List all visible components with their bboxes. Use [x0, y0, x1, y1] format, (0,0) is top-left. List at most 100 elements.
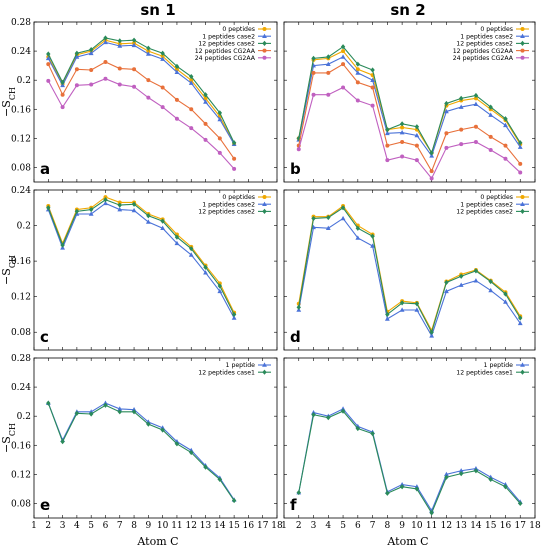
- data-point: [231, 497, 237, 504]
- legend-label: 0 peptides: [222, 26, 255, 33]
- data-point: [74, 410, 80, 416]
- data-point: [518, 315, 523, 321]
- data-point: [414, 307, 420, 312]
- data-point: [355, 98, 360, 103]
- data-point: [117, 43, 123, 48]
- legend-label: 1 peptides case2: [202, 33, 255, 40]
- y-tick-label: 0.12: [11, 293, 31, 303]
- y-tick-label: 0.12: [11, 470, 31, 480]
- data-point: [459, 127, 464, 132]
- data-point: [117, 206, 123, 212]
- series-line: [298, 410, 521, 515]
- legend-label: 1 peptides case2: [460, 33, 513, 40]
- data-point: [217, 476, 223, 483]
- data-point: [74, 50, 80, 56]
- legend-label: 12 peptides case1: [456, 369, 513, 376]
- data-point: [326, 92, 331, 97]
- data-point: [429, 169, 434, 174]
- series-line: [298, 205, 521, 332]
- data-point: [458, 95, 464, 101]
- data-point: [146, 421, 151, 427]
- data-point: [444, 471, 449, 477]
- y-tick-label: 0.24: [11, 47, 31, 57]
- x-tick-label: 2: [296, 521, 302, 531]
- data-point: [385, 490, 390, 496]
- data-point: [340, 54, 346, 59]
- legend-label: 12 peptides CG2AA: [453, 48, 514, 55]
- x-tick-label: 10: [157, 521, 169, 531]
- legend-label: 12 peptides case1: [198, 369, 255, 376]
- data-point: [160, 225, 166, 231]
- data-point: [340, 408, 346, 414]
- y-tick-label: 0.24: [11, 383, 31, 393]
- series-line: [47, 41, 235, 145]
- data-point: [429, 329, 434, 335]
- legend-swatch-marker: [520, 195, 525, 199]
- data-point: [88, 50, 94, 56]
- x-tick-label: 3: [311, 521, 317, 531]
- y-tick-label: 0.24: [11, 186, 31, 196]
- data-point: [473, 268, 479, 274]
- legend-swatch-marker: [520, 27, 525, 31]
- legend-label: 1 peptides case2: [202, 201, 255, 208]
- x-tick-label: 14: [470, 521, 482, 531]
- data-point: [174, 116, 179, 121]
- data-point: [117, 200, 122, 205]
- data-point: [326, 54, 331, 60]
- data-point: [384, 316, 390, 321]
- x-tick-label: 12: [441, 521, 452, 531]
- data-point: [355, 80, 360, 85]
- data-point: [45, 55, 51, 61]
- data-point: [518, 500, 523, 507]
- data-point: [444, 100, 449, 107]
- x-tick-label: 12: [186, 521, 197, 531]
- series-line: [298, 56, 521, 158]
- data-point: [311, 92, 316, 97]
- data-point: [146, 45, 151, 51]
- series-line: [298, 45, 521, 155]
- x-tick-label: 7: [370, 521, 376, 531]
- x-tick-label: 6: [355, 521, 361, 531]
- legend-label: 0 peptides: [222, 194, 255, 201]
- data-point: [517, 144, 523, 149]
- legend-swatch-marker: [520, 369, 525, 375]
- series-1-peptides-case2: [296, 215, 523, 338]
- data-point: [488, 476, 493, 483]
- legend-swatch-marker: [262, 362, 267, 367]
- x-tick-label: 13: [200, 521, 212, 531]
- data-point: [74, 54, 80, 59]
- data-point: [131, 207, 137, 213]
- data-point: [60, 242, 65, 248]
- x-tick-label: 15: [228, 521, 240, 531]
- data-point: [103, 39, 108, 45]
- series-1-peptides-case2: [45, 39, 237, 146]
- data-point: [174, 97, 179, 102]
- data-point: [103, 195, 108, 200]
- data-point: [414, 301, 420, 307]
- data-point: [174, 441, 180, 447]
- legend-label: 0 peptides: [480, 194, 513, 201]
- data-point: [217, 116, 223, 122]
- legend-swatch-marker: [520, 40, 525, 46]
- data-point: [74, 83, 79, 88]
- legend-label: 12 peptides case2: [198, 41, 255, 48]
- data-point: [399, 121, 405, 127]
- data-point: [189, 126, 194, 131]
- data-point: [132, 84, 137, 89]
- data-point: [88, 206, 94, 213]
- data-point: [370, 77, 375, 82]
- data-point: [117, 406, 123, 411]
- series-0-peptides: [296, 204, 523, 333]
- panel-letter: f: [290, 496, 297, 514]
- y-tick-label: 0.16: [11, 105, 31, 115]
- plot-frame: [33, 357, 278, 519]
- x-tick-label: 16: [500, 521, 512, 531]
- data-point: [203, 264, 208, 270]
- x-tick-label: 2: [45, 521, 51, 531]
- data-point: [341, 62, 346, 67]
- data-point: [231, 311, 237, 318]
